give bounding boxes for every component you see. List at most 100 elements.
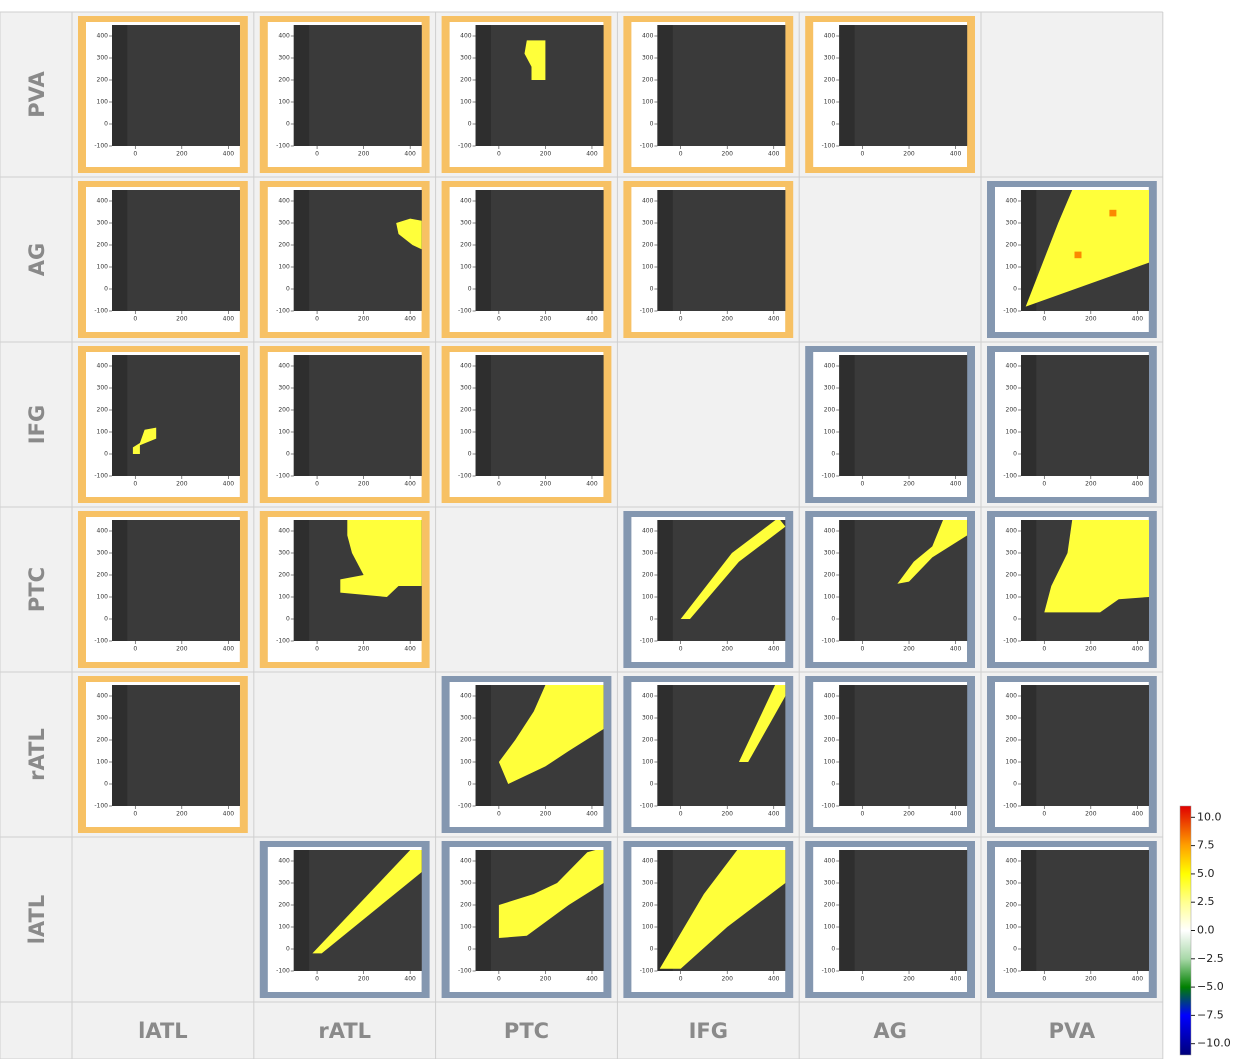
y-tick-label: -100 (640, 803, 654, 810)
colorbar-tick-label: 0.0 (1197, 924, 1215, 937)
significant-region (1109, 209, 1117, 217)
y-tick-label: 300 (1006, 715, 1018, 722)
y-tick-label: 100 (642, 99, 654, 106)
y-tick-label: -100 (640, 638, 654, 645)
colorbar-tick-label: −2.5 (1197, 952, 1224, 965)
y-tick-label: 0 (468, 781, 472, 788)
heatmap-shade (112, 25, 128, 146)
y-tick-label: 200 (460, 407, 472, 414)
y-tick-label: 200 (824, 572, 836, 579)
y-tick-label: 300 (278, 385, 290, 392)
x-tick-label: 200 (721, 976, 733, 983)
x-tick-label: 400 (1132, 646, 1144, 653)
y-tick-label: 0 (468, 121, 472, 128)
y-tick-label: 0 (468, 451, 472, 458)
panel: 0 200 400 -100 0 100 200 300 400 (987, 676, 1157, 833)
y-tick-label: 100 (1006, 924, 1018, 931)
y-tick-label: 400 (97, 528, 109, 535)
column-label: AG (873, 1019, 907, 1043)
y-tick-label: -100 (1003, 473, 1017, 480)
y-tick-label: 100 (1006, 429, 1018, 436)
x-tick-label: 0 (861, 481, 865, 488)
y-tick-label: 300 (642, 550, 654, 557)
y-tick-label: 0 (104, 451, 108, 458)
x-tick-label: 400 (950, 811, 962, 818)
y-tick-label: 100 (460, 99, 472, 106)
row-label: PVA (25, 71, 49, 118)
y-tick-label: -100 (458, 143, 472, 150)
heatmap-shade (475, 355, 491, 476)
y-tick-label: 100 (1006, 759, 1018, 766)
heatmap-background (839, 685, 968, 806)
y-tick-label: 200 (97, 242, 109, 249)
heatmap-shade (475, 190, 491, 311)
y-tick-label: 200 (460, 242, 472, 249)
y-tick-label: 400 (642, 693, 654, 700)
significant-region (312, 850, 422, 954)
x-tick-label: 200 (540, 151, 552, 158)
x-tick-label: 400 (950, 151, 962, 158)
y-tick-label: 100 (97, 759, 109, 766)
y-tick-label: 300 (460, 385, 472, 392)
heatmap-shade (293, 190, 310, 311)
y-tick-label: 200 (1006, 407, 1018, 414)
significant-region (498, 850, 604, 938)
y-tick-label: 400 (460, 33, 472, 40)
heatmap-background (1021, 685, 1149, 806)
x-tick-label: 400 (950, 481, 962, 488)
y-tick-label: 100 (97, 594, 109, 601)
y-tick-label: 300 (278, 880, 290, 887)
heatmap-shade (112, 520, 128, 641)
x-tick-label: 400 (586, 811, 598, 818)
y-tick-label: -100 (822, 473, 836, 480)
panel: 0 200 400 -100 0 100 200 300 400 (987, 181, 1157, 338)
heatmap-shade (657, 190, 673, 311)
x-tick-label: 400 (768, 151, 780, 158)
panel: 0 200 400 -100 0 100 200 300 400 (623, 676, 794, 833)
panel: 0 200 400 -100 0 100 200 300 400 (78, 511, 248, 668)
y-tick-label: 100 (97, 264, 109, 271)
heatmap-background (839, 850, 968, 971)
panel: 0 200 400 -100 0 100 200 300 400 (441, 346, 612, 503)
panel: 0 200 400 -100 0 100 200 300 400 (805, 676, 975, 833)
y-tick-label: 400 (642, 528, 654, 535)
colorbar-tick-label: −7.5 (1197, 1008, 1224, 1021)
y-tick-label: 400 (278, 33, 290, 40)
x-tick-label: 0 (133, 811, 137, 818)
panel: 0 200 400 -100 0 100 200 300 400 (987, 511, 1157, 668)
x-tick-label: 200 (903, 481, 915, 488)
y-tick-label: 0 (1013, 616, 1017, 623)
column-label: rATL (318, 1019, 371, 1043)
row-label: rATL (25, 728, 49, 781)
y-tick-label: -100 (458, 803, 472, 810)
y-tick-label: 200 (278, 572, 290, 579)
panel: 0 200 400 -100 0 100 200 300 400 (259, 511, 430, 668)
heatmap-shade (293, 850, 310, 971)
x-tick-label: 400 (586, 481, 598, 488)
y-tick-label: 200 (460, 902, 472, 909)
x-tick-label: 200 (540, 316, 552, 323)
heatmap-shade (293, 25, 310, 146)
colorbar-tick-label: −10.0 (1197, 1037, 1231, 1050)
x-tick-label: 200 (358, 316, 370, 323)
y-tick-label: 300 (1006, 220, 1018, 227)
y-tick-label: -100 (640, 308, 654, 315)
y-tick-label: 0 (468, 286, 472, 293)
x-tick-label: 0 (679, 151, 683, 158)
x-tick-label: 400 (586, 316, 598, 323)
y-tick-label: 200 (642, 242, 654, 249)
y-tick-label: 200 (824, 737, 836, 744)
heatmap-background (657, 25, 786, 146)
x-tick-label: 200 (358, 151, 370, 158)
heatmap-background (112, 355, 240, 476)
y-tick-label: 100 (824, 99, 836, 106)
y-tick-label: -100 (276, 968, 290, 975)
x-tick-label: 200 (1085, 811, 1097, 818)
x-tick-label: 0 (497, 811, 501, 818)
y-tick-label: -100 (276, 308, 290, 315)
heatmap-shade (1021, 190, 1037, 311)
y-tick-label: -100 (1003, 638, 1017, 645)
heatmap-shade (839, 850, 855, 971)
x-tick-label: 400 (404, 976, 416, 983)
x-tick-label: 200 (1085, 976, 1097, 983)
